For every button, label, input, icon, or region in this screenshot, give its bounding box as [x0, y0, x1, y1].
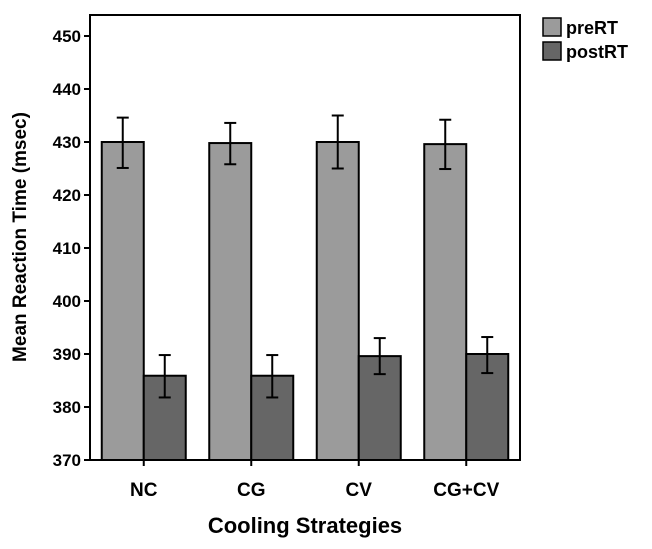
- x-axis-label: Cooling Strategies: [208, 513, 402, 538]
- x-tick-label: CG: [237, 480, 266, 501]
- legend-swatch-postRT: [542, 41, 562, 61]
- y-tick-label: 410: [53, 239, 81, 258]
- bar-preRT-CV: [315, 141, 360, 461]
- y-tick-label: 390: [53, 345, 81, 364]
- y-tick-label: 380: [53, 398, 81, 417]
- legend-label-preRT: preRT: [566, 18, 618, 38]
- bar-preRT-CG+CV: [423, 143, 468, 461]
- bar-preRT-NC: [100, 141, 145, 461]
- y-tick-label: 400: [53, 292, 81, 311]
- x-tick-label: NC: [130, 480, 158, 501]
- y-tick-label: 370: [53, 451, 81, 470]
- x-tick-label: CV: [346, 480, 373, 501]
- x-tick-label: CG+CV: [433, 480, 499, 501]
- y-tick-label: 420: [53, 186, 81, 205]
- legend-label-postRT: postRT: [566, 42, 628, 62]
- legend: preRT postRT: [542, 17, 628, 62]
- y-tick-label: 430: [53, 133, 81, 152]
- plot-frame: [89, 14, 521, 461]
- y-tick-label: 450: [53, 27, 81, 46]
- y-axis-label: Mean Reaction Time (msec): [10, 112, 31, 362]
- legend-swatch-preRT: [542, 17, 562, 37]
- bar-preRT-CG: [208, 142, 253, 461]
- y-tick-label: 440: [53, 80, 81, 99]
